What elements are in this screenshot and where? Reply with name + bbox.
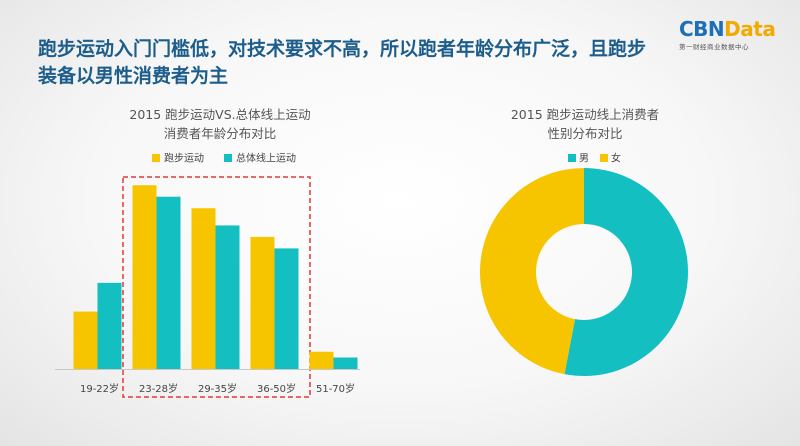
- x-tick-label-5: 51-70岁: [316, 382, 355, 395]
- headline: 跑步运动入门门槛低，对技术要求不高，所以跑者年龄分布广泛，且跑步装备以男性消费者…: [38, 38, 647, 87]
- bar-2-2: [156, 196, 181, 369]
- bar-2-3: [215, 225, 240, 369]
- x-tick-label-2: 23-28岁: [139, 382, 178, 395]
- donut-chart-title-line2: 性别分布对比: [547, 126, 623, 141]
- legend-swatch-1: [152, 154, 160, 162]
- donut-slice-1: [564, 168, 689, 376]
- donut-chart-marks: [480, 168, 689, 376]
- x-tick-label-3: 29-35岁: [198, 382, 237, 395]
- donut-chart-title-line1: 2015 跑步运动线上消费者: [510, 107, 660, 122]
- bar-1-3: [191, 208, 216, 369]
- legend-label-1: 跑步运动: [164, 152, 204, 165]
- highlight-box: [122, 176, 311, 398]
- donut-chart-title: 2015 跑步运动线上消费者 性别分布对比: [470, 105, 700, 143]
- bar-chart-legend: 跑步运动 总体线上运动: [152, 152, 296, 165]
- x-tick-label-4: 36-50岁: [257, 382, 296, 395]
- bar-1-4: [250, 236, 275, 369]
- logo-part1: CBN: [679, 17, 725, 41]
- logo-wordmark: CBNData: [679, 18, 789, 40]
- donut-legend-swatch-2: [600, 154, 608, 162]
- bar-2-5: [333, 357, 358, 369]
- donut-legend-label-1: 男: [579, 153, 589, 165]
- donut-slice-2: [480, 168, 584, 375]
- logo-part2: Data: [724, 17, 776, 41]
- donut-legend-label-2: 女: [611, 152, 621, 165]
- bar-1-1: [73, 311, 98, 369]
- x-tick-label-1: 19-22岁: [80, 382, 119, 395]
- bar-chart-title: 2015 跑步运动VS.总体线上运动 消费者年龄分布对比: [90, 105, 350, 143]
- bar-chart-title-line2: 消费者年龄分布对比: [163, 126, 277, 141]
- cbndata-logo: CBNData 第一财经商业数据中心: [679, 18, 789, 58]
- donut-chart-legend: 男女: [568, 152, 621, 165]
- bar-2-1: [97, 282, 122, 369]
- legend-label-2: 总体线上运动: [236, 152, 296, 165]
- bar-chart-marks: [55, 185, 360, 370]
- bar-1-2: [132, 185, 157, 369]
- logo-subtitle: 第一财经商业数据中心: [679, 43, 749, 51]
- bar-chart-ticks: 19-22岁 23-28岁 29-35岁 36-50岁 51-70岁: [80, 382, 355, 395]
- bar-1-5: [309, 351, 334, 369]
- bar-chart-title-line1: 2015 跑步运动VS.总体线上运动: [129, 107, 311, 122]
- bar-2-4: [274, 248, 299, 369]
- donut-legend-swatch-1: [568, 154, 576, 162]
- legend-swatch-2: [224, 154, 232, 162]
- highlight-group: [122, 176, 311, 398]
